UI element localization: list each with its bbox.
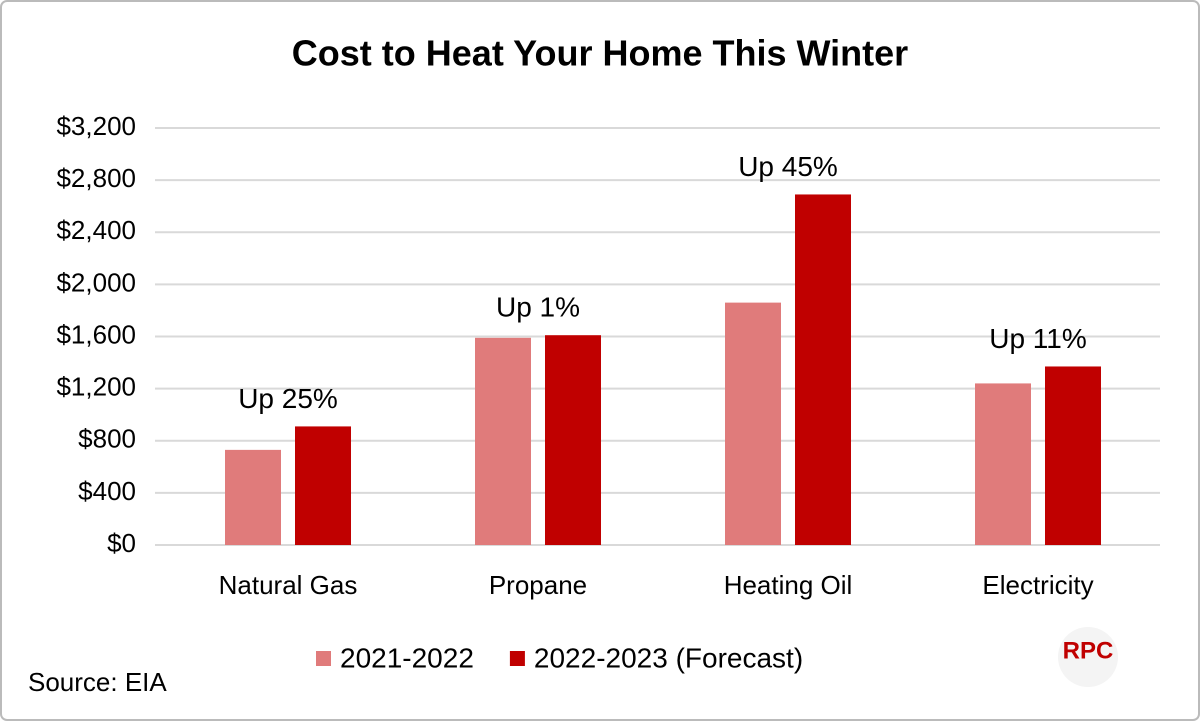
legend-label: 2021-2022 <box>340 642 474 673</box>
logo-badge <box>1058 627 1118 687</box>
logo: RPC <box>1063 637 1114 664</box>
annotation: Up 25% <box>238 383 338 414</box>
annotation: Up 11% <box>989 323 1087 354</box>
legend-swatch <box>316 651 331 666</box>
bar <box>725 302 781 545</box>
y-tick-label: $400 <box>78 476 136 506</box>
y-tick-label: $1,600 <box>56 319 136 349</box>
x-tick-label: Natural Gas <box>219 570 358 600</box>
source: Source: EIA <box>28 667 167 697</box>
legend-swatch <box>509 651 525 666</box>
x-tick-label: Electricity <box>982 570 1093 600</box>
bar <box>225 449 281 545</box>
bar <box>975 383 1031 545</box>
chart-title: Cost to Heat Your Home This Winter <box>292 33 908 74</box>
bar <box>1045 366 1101 545</box>
y-tick-label: $2,000 <box>56 267 136 297</box>
annotation: Up 45% <box>738 151 838 182</box>
y-tick-label: $0 <box>107 528 136 558</box>
bar <box>295 426 351 545</box>
legend-label: 2022-2023 (Forecast) <box>534 642 803 673</box>
x-tick-label: Propane <box>489 570 587 600</box>
y-tick-label: $800 <box>78 424 136 454</box>
y-tick-label: $2,400 <box>56 215 136 245</box>
x-tick-label: Heating Oil <box>724 570 853 600</box>
bar <box>545 335 601 545</box>
bar <box>795 194 851 545</box>
bar <box>475 337 531 545</box>
y-tick-label: $1,200 <box>56 372 136 402</box>
y-tick-label: $3,200 <box>56 111 136 141</box>
annotation: Up 1% <box>496 292 580 323</box>
y-tick-label: $2,800 <box>56 163 136 193</box>
